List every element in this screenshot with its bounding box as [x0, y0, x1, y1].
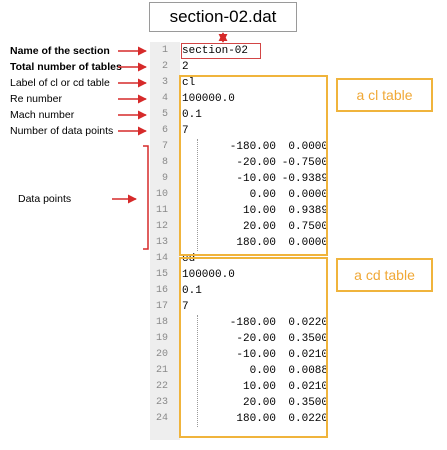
data-y-value: 0.3500 — [288, 397, 328, 409]
data-x-value: -10.00 — [236, 173, 276, 185]
label-data-points: Data points — [18, 193, 72, 205]
label-data-point-count: Number of data points — [10, 125, 114, 137]
label-re-number: Re number — [10, 93, 62, 105]
line-number: 3 — [161, 77, 168, 88]
line-number: 24 — [155, 413, 168, 424]
line-number: 17 — [155, 301, 168, 312]
data-y-value: 0.7500 — [288, 221, 328, 233]
data-x-value: 20.00 — [242, 221, 276, 233]
file-line: 7 — [182, 125, 189, 137]
label-total-tables: Total number of tables — [10, 61, 122, 73]
line-number: 15 — [155, 269, 168, 280]
indent-guide — [197, 315, 198, 427]
data-x-value: 180.00 — [236, 413, 276, 425]
line-number: 4 — [161, 93, 168, 104]
line-number: 12 — [155, 221, 168, 232]
data-y-value: 0.0210 — [288, 381, 328, 393]
line-number: 1 — [161, 45, 168, 56]
line-number: 22 — [155, 381, 168, 392]
line-number-gutter — [150, 42, 180, 440]
section-name-highlight — [181, 43, 261, 59]
line-number: 11 — [155, 205, 168, 216]
label-mach-number: Mach number — [10, 109, 75, 121]
line-number: 23 — [155, 397, 168, 408]
file-line: 7 — [182, 301, 189, 313]
data-x-value: 10.00 — [242, 205, 276, 217]
data-y-value: -0.9389 — [281, 173, 328, 185]
cd-table-box — [179, 257, 328, 438]
data-y-value: 0.3500 — [288, 333, 328, 345]
label-table-label: Label of cl or cd table — [10, 77, 110, 89]
line-number: 13 — [155, 237, 168, 248]
data-x-value: -20.00 — [236, 157, 276, 169]
cd-table-tag: a cd table — [336, 258, 433, 292]
line-number: 19 — [155, 333, 168, 344]
label-section-name: Name of the section — [10, 45, 110, 57]
data-y-value: 0.9389 — [288, 205, 328, 217]
line-number: 7 — [161, 141, 168, 152]
file-line: cd — [182, 253, 196, 265]
file-title: section-02.dat — [169, 7, 277, 26]
data-y-value: 0.0000 — [288, 141, 328, 153]
data-x-value: -180.00 — [229, 317, 276, 329]
line-number: 10 — [155, 189, 168, 200]
data-x-value: 0.00 — [249, 365, 276, 377]
data-y-value: 0.0220 — [288, 413, 328, 425]
data-y-value: 0.0000 — [288, 189, 328, 201]
file-line: 100000.0 — [182, 269, 235, 281]
cl-table-box — [179, 75, 328, 256]
line-number: 18 — [155, 317, 168, 328]
data-y-value: 0.0220 — [288, 317, 328, 329]
data-y-value: 0.0088 — [288, 365, 328, 377]
data-y-value: 0.0210 — [288, 349, 328, 361]
data-points-bracket — [143, 145, 149, 250]
indent-guide — [197, 139, 198, 251]
line-number: 5 — [161, 109, 168, 120]
line-number: 8 — [161, 157, 168, 168]
file-line: 100000.0 — [182, 93, 235, 105]
line-number: 6 — [161, 125, 168, 136]
data-x-value: 0.00 — [249, 189, 276, 201]
data-y-value: 0.0000 — [288, 237, 328, 249]
line-number: 16 — [155, 285, 168, 296]
data-x-value: -10.00 — [236, 349, 276, 361]
file-title-box: section-02.dat — [149, 2, 297, 32]
line-number: 20 — [155, 349, 168, 360]
file-line: section-02 — [182, 45, 249, 57]
line-number: 14 — [155, 253, 168, 264]
data-x-value: 180.00 — [236, 237, 276, 249]
data-x-value: -180.00 — [229, 141, 276, 153]
line-number: 21 — [155, 365, 168, 376]
line-number: 2 — [161, 61, 168, 72]
file-line: 0.1 — [182, 109, 202, 121]
data-x-value: 10.00 — [242, 381, 276, 393]
file-line: 0.1 — [182, 285, 202, 297]
cl-table-tag: a cl table — [336, 78, 433, 112]
data-y-value: -0.7500 — [281, 157, 328, 169]
line-number: 9 — [161, 173, 168, 184]
file-line: cl — [182, 77, 196, 89]
data-x-value: 20.00 — [242, 397, 276, 409]
data-x-value: -20.00 — [236, 333, 276, 345]
file-line: 2 — [182, 61, 189, 73]
